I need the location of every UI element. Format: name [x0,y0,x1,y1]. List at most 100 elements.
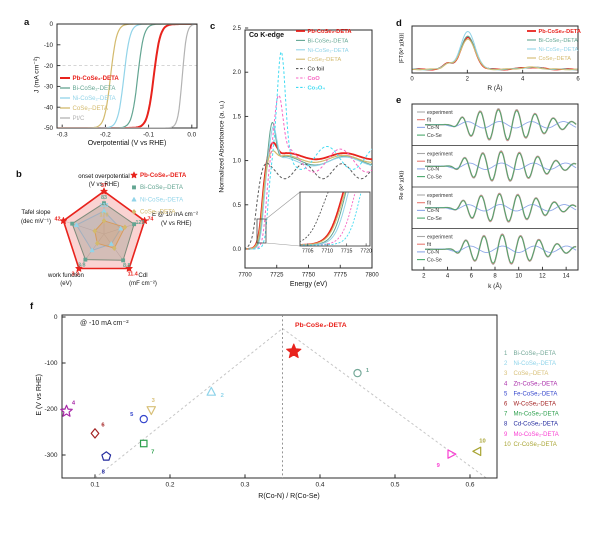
marker-square [139,439,148,448]
tick-label: -200 [44,406,57,413]
marker-star [100,187,108,195]
lsv-curve [57,24,197,128]
volcano-right-line [282,328,487,478]
tick-label: 7775 [334,273,348,279]
radar-polygon [75,210,122,251]
lsv-curve [57,24,197,128]
tick-label: -20 [44,63,54,70]
legend-label: CoO [308,76,321,82]
legend-number: 7 [504,412,508,418]
tick-label: 12 [539,274,546,280]
tick-label: -30 [44,84,54,91]
radar-value: 123 [135,220,144,226]
marker-star [75,264,83,272]
inset-curve [300,192,362,246]
tick-label: 7750 [302,273,316,279]
tick-label: -10 [44,42,54,49]
panel-f-letter: f [30,301,34,312]
panel-f-annotation: @ -10 mA cm⁻² [80,320,129,327]
legend-label: Co-Se [427,216,442,222]
marker-diamond [101,218,107,224]
panel-d-ylabel: |FT(k³ χ(k))| [398,33,405,64]
legend-label: Cd-CoSe₂-DETA [514,422,559,428]
co-n-curve [425,162,577,170]
legend-label: Co foil [308,67,324,73]
tick-label: 7710 [321,249,333,255]
radar-polygon [62,190,146,270]
marker-triangle-down [146,406,156,416]
legend-label: fit [427,159,432,165]
marker-triangle-up [131,197,137,202]
legend-label: Pb-CoSe₂-DETA [308,29,353,35]
panel-a-letter: a [24,17,30,28]
tick-label: 7800 [365,273,379,279]
legend-label: Co-Se [427,174,442,180]
panel-d-letter: d [396,18,402,29]
legend-label: Ni-CoSe₂-DETA [73,95,117,102]
legend-label: Co-N [427,250,439,256]
radar-value: 42 [55,217,61,223]
volcano-left-line [94,328,283,478]
marker-triangle-left [472,446,482,457]
panel-e-xlabel: k (Å) [488,283,502,290]
xanes-curve [245,162,372,249]
panel-f-xlabel: R(Co-N) / R(Co-Se) [258,493,320,500]
point-number: 8 [102,469,106,475]
tick-label: 0 [410,77,414,83]
legend-label: Pb-CoSe₂-DETA [140,172,187,179]
legend-label: Pb-CoSe₂-DETA [539,29,581,35]
legend-label: Zn-CoSe₂-DETA [514,381,558,387]
radar-axis-label: (dec mV⁻¹) [21,218,51,225]
legend-label: CoSe₂-DETA [514,371,549,377]
zoom-connector [265,191,301,220]
lsv-curve [57,24,197,128]
point-number: 6 [101,422,105,428]
radar-axis-label: onset overpotential [78,173,130,180]
panel-d-xlabel: R (Å) [487,85,503,92]
radar-value: 83 [101,195,107,201]
marker-diamond [95,240,100,246]
marker-triangle-up [74,222,79,227]
tick-label: 6 [470,274,474,280]
xanes-curve [245,94,372,250]
marker-diamond [90,428,100,439]
legend-label: Bi-CoSe₂-DETA [514,351,556,357]
marker-star [141,217,149,224]
tick-label: -50 [44,125,54,132]
legend-label: Mo-CoSe₂-DETA [514,432,559,438]
marker-star [60,404,73,417]
marker-triangle-up [206,386,216,396]
tick-label: 1.0 [233,159,242,165]
radar-spoke [103,233,131,270]
marker-pentagon [101,451,112,461]
tick-label: 1.5 [233,114,242,120]
legend-label: Bi-CoSe₂-DETA [539,38,579,44]
panel-f-ylabel: E (V vs RHE) [36,374,44,416]
marker-star [286,343,302,359]
radar-axis-label: (V vs RHE) [161,220,191,227]
tick-label: -0.2 [100,132,111,139]
marker-star [130,171,138,179]
zoom-source-box [256,218,267,244]
panel-f-frame [61,314,498,479]
panel-f-highlight-label: Pb-CoSe₂-DETA [295,322,347,329]
tick-label: -300 [44,452,57,459]
tick-label: 2.0 [233,70,242,76]
tick-label: 10 [515,274,522,280]
legend-label: Ni-CoSe₂-DETA [539,47,579,53]
radar-value: 170 [100,212,109,218]
legend-label: experiment [427,110,453,116]
marker-square [83,257,88,262]
marker-triangle-up [108,241,114,246]
panel-a-ylabel: J (mA cm⁻²) [33,56,41,93]
marker-square [121,258,126,263]
legend-label: Co-Se [427,133,442,139]
tick-label: -100 [44,360,57,367]
marker-star [59,217,67,224]
tick-label: 7705 [302,249,314,255]
radar-value: 74 [147,217,153,223]
tick-label: 0.2 [165,482,174,489]
inset-curve [300,192,329,242]
tick-label: 0.5 [233,203,242,209]
